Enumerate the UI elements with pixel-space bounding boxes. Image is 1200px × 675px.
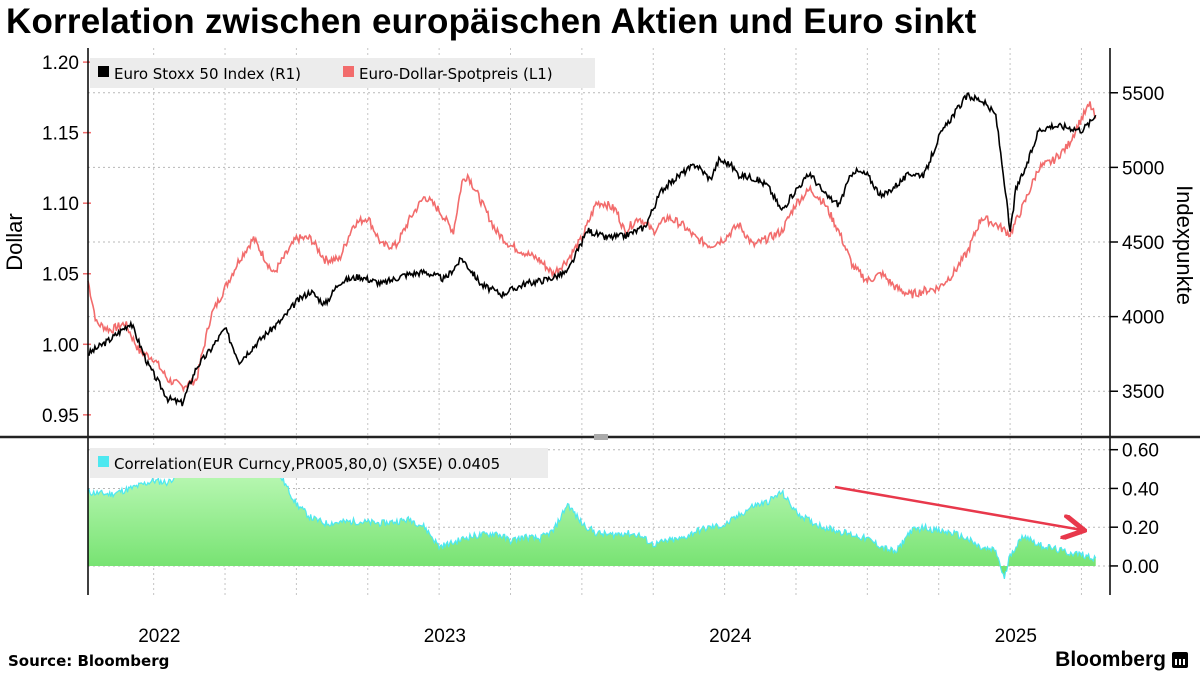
left-tick-label-1.15: 1.15 — [42, 124, 79, 145]
x-tick-label-2022: 2022 — [138, 626, 180, 647]
source-note: Source: Bloomberg — [8, 652, 170, 670]
right-tick-label-4500: 4500 — [1122, 233, 1164, 254]
legend-label-correlation: Correlation(EUR Curncy,PR005,80,0) (SX5E… — [114, 455, 500, 473]
chart-title: Korrelation zwischen europäischen Aktien… — [6, 2, 977, 41]
legend-swatch-euro-stoxx — [98, 66, 109, 77]
tick-labels-layer: 5500 5000 4500 4000 3500 1.20 1.15 1.10 1.05 1.00… — [42, 53, 1164, 647]
legend-label-eurusd: Euro-Dollar-Spotpreis (L1) — [359, 65, 553, 83]
x-tick-label-2024: 2024 — [709, 626, 752, 647]
series-line-eurusd — [87, 101, 1097, 393]
right-tick-label-4000: 4000 — [1122, 308, 1164, 329]
left-tick-label-1.00: 1.00 — [42, 335, 79, 356]
legend-swatch-correlation — [98, 456, 109, 467]
left-tick-label-1.20: 1.20 — [42, 53, 79, 74]
correlation-area — [88, 456, 1096, 579]
right-tick-label-5000: 5000 — [1122, 158, 1164, 179]
lower-tick-label-0.40: 0.40 — [1122, 479, 1159, 500]
x-tick-label-2023: 2023 — [424, 626, 466, 647]
lower-tick-label-0.00: 0.00 — [1122, 557, 1159, 578]
brand-logo: Bloomberg — [1055, 648, 1188, 672]
left-axis-title: Dollar — [2, 213, 27, 270]
left-tick-label-1.05: 1.05 — [42, 265, 79, 286]
upper-gridlines — [88, 92, 1110, 392]
axes-layer — [0, 48, 1200, 595]
legend-label-euro-stoxx: Euro Stoxx 50 Index (R1) — [114, 65, 301, 83]
panel-resize-handle — [594, 434, 608, 440]
lower-legend: Correlation(EUR Curncy,PR005,80,0) (SX5E… — [90, 448, 548, 478]
trend-arrow — [834, 485, 1082, 530]
left-tick-label-1.10: 1.10 — [42, 194, 79, 215]
terminal-icon — [1172, 652, 1188, 668]
series-layer — [87, 92, 1097, 407]
series-line-euro-stoxx — [88, 92, 1097, 407]
right-axis-title: Indexpunkte — [1172, 185, 1197, 305]
right-tick-label-3500: 3500 — [1122, 382, 1164, 403]
lower-tick-label-0.20: 0.20 — [1122, 518, 1159, 539]
x-tick-label-2025: 2025 — [995, 626, 1037, 647]
legend-swatch-eurusd — [343, 66, 354, 77]
upper-legend-background — [90, 58, 595, 88]
upper-legend: Euro Stoxx 50 Index (R1) Euro-Dollar-Spo… — [90, 58, 595, 88]
lower-legend-background — [90, 448, 548, 478]
lower-tick-label-0.60: 0.60 — [1122, 441, 1159, 462]
left-tick-label-0.95: 0.95 — [42, 406, 79, 427]
right-tick-label-5500: 5500 — [1122, 84, 1164, 105]
brand-name: Bloomberg — [1055, 648, 1166, 671]
